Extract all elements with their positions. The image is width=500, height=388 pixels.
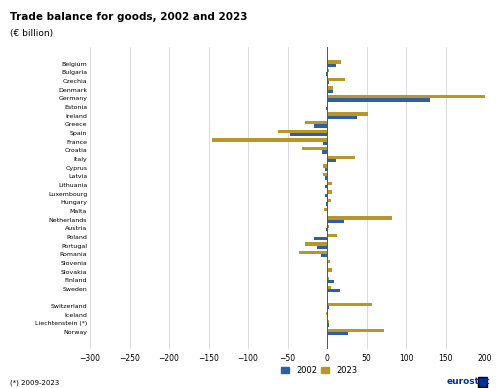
Bar xyxy=(327,90,332,93)
Bar xyxy=(290,133,327,136)
Bar xyxy=(323,173,327,176)
Bar xyxy=(326,312,327,315)
Bar xyxy=(314,124,327,128)
Bar xyxy=(327,272,328,275)
Bar xyxy=(327,159,336,162)
Text: eurostat: eurostat xyxy=(446,377,490,386)
Bar xyxy=(316,246,327,249)
Bar xyxy=(327,280,334,284)
Bar xyxy=(327,69,330,72)
Bar xyxy=(326,107,327,110)
Text: (*) 2009-2023: (*) 2009-2023 xyxy=(10,379,59,386)
Bar xyxy=(327,156,356,159)
Bar xyxy=(327,306,328,310)
Bar xyxy=(327,81,330,84)
Bar xyxy=(327,95,485,98)
Text: (€ billion): (€ billion) xyxy=(10,29,53,38)
Bar xyxy=(326,194,327,197)
Bar xyxy=(327,86,334,90)
Bar xyxy=(323,142,327,145)
Bar xyxy=(327,64,336,67)
Bar xyxy=(327,286,331,289)
Bar xyxy=(327,320,330,324)
Legend: 2002, 2023: 2002, 2023 xyxy=(278,363,360,378)
Bar xyxy=(322,150,327,154)
Bar xyxy=(212,138,327,142)
Bar xyxy=(327,60,341,64)
Bar xyxy=(324,208,327,211)
Bar xyxy=(327,303,372,306)
Bar xyxy=(327,225,330,228)
Bar xyxy=(305,242,327,246)
Bar xyxy=(302,147,327,150)
Bar xyxy=(326,185,327,188)
Bar xyxy=(327,104,328,107)
Bar xyxy=(327,220,344,223)
Bar xyxy=(324,168,327,171)
Bar xyxy=(327,263,328,266)
Bar xyxy=(323,164,327,168)
Bar xyxy=(327,324,328,327)
Bar xyxy=(327,98,430,102)
Bar xyxy=(327,260,330,263)
Bar xyxy=(327,234,338,237)
Bar xyxy=(327,78,345,81)
Bar xyxy=(278,130,327,133)
Bar xyxy=(327,277,328,280)
Bar xyxy=(327,216,392,220)
Bar xyxy=(327,329,384,332)
Bar xyxy=(326,72,327,76)
Bar xyxy=(320,254,327,258)
Bar xyxy=(326,228,327,232)
Bar xyxy=(327,190,332,194)
Bar xyxy=(327,116,357,119)
Bar xyxy=(314,237,327,240)
Bar xyxy=(327,182,332,185)
Bar xyxy=(326,176,327,180)
Bar xyxy=(298,251,327,254)
Bar xyxy=(327,289,340,292)
Bar xyxy=(327,332,348,336)
Bar xyxy=(305,121,327,124)
Bar xyxy=(327,268,332,272)
Bar xyxy=(326,202,327,206)
Bar xyxy=(327,199,331,202)
Bar xyxy=(327,112,368,116)
Text: Trade balance for goods, 2002 and 2023: Trade balance for goods, 2002 and 2023 xyxy=(10,12,248,22)
